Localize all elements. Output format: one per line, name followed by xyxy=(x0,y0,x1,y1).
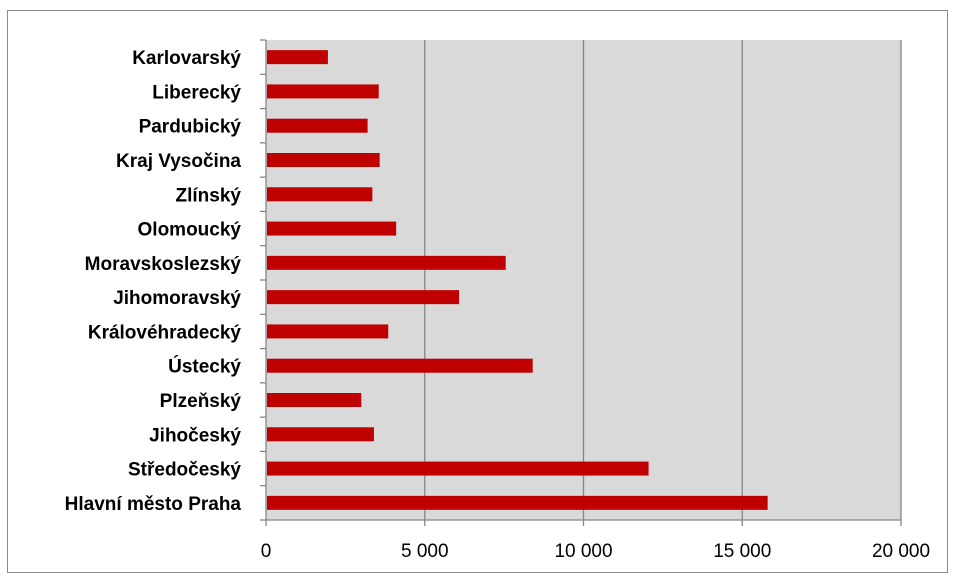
bar xyxy=(267,118,368,133)
x-tick-label: 15 000 xyxy=(713,541,771,562)
bar xyxy=(267,427,374,442)
category-label: Jihomoravský xyxy=(113,288,241,309)
bar xyxy=(267,495,768,510)
category-label: Zlínský xyxy=(176,185,242,206)
bar xyxy=(267,461,649,476)
bar xyxy=(267,153,380,167)
x-tick-label: 0 xyxy=(261,541,272,562)
bar xyxy=(267,50,328,65)
category-label: Středočeský xyxy=(128,460,241,481)
category-label: Hlavní město Praha xyxy=(65,494,242,515)
bar xyxy=(267,84,379,99)
category-label: Karlovarský xyxy=(132,48,241,69)
category-label: Olomoucký xyxy=(138,220,242,241)
category-label: Liberecký xyxy=(152,82,241,103)
bar xyxy=(267,221,397,236)
bar xyxy=(267,393,362,407)
x-tick-label: 10 000 xyxy=(554,541,612,562)
category-label: Pardubický xyxy=(139,117,242,138)
category-label: Jihočeský xyxy=(149,425,241,446)
category-label: Moravskoslezský xyxy=(85,254,242,275)
category-label: Kraj Vysočina xyxy=(116,151,241,172)
bar xyxy=(267,358,533,373)
x-tick-label: 5 000 xyxy=(401,541,449,562)
category-label: Plzeňský xyxy=(160,391,242,412)
category-label: Ústecký xyxy=(168,356,241,378)
x-tick-label: 20 000 xyxy=(872,541,930,562)
bar xyxy=(267,324,389,339)
category-label: Královéhradecký xyxy=(88,322,242,343)
bar xyxy=(267,290,460,305)
bar xyxy=(267,187,373,202)
bar xyxy=(267,255,506,270)
